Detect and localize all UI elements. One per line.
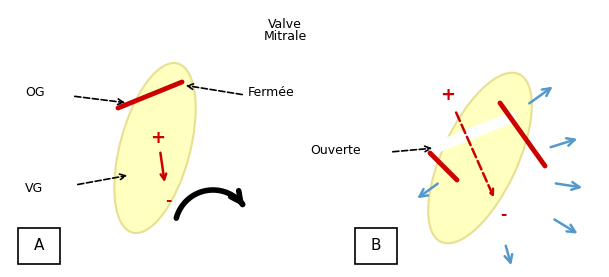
Text: +: +: [440, 86, 456, 104]
Text: Fermée: Fermée: [248, 86, 295, 99]
Text: OG: OG: [25, 86, 44, 99]
Text: +: +: [150, 129, 166, 147]
Ellipse shape: [428, 73, 532, 243]
FancyBboxPatch shape: [18, 228, 60, 264]
Ellipse shape: [114, 63, 195, 233]
Text: A: A: [34, 238, 44, 253]
Text: B: B: [371, 238, 381, 253]
Text: Ouverte: Ouverte: [310, 143, 361, 157]
Text: Valve: Valve: [268, 18, 302, 31]
Text: Mitrale: Mitrale: [263, 30, 306, 43]
Text: -: -: [165, 193, 171, 207]
Text: -: -: [500, 207, 506, 222]
Text: VG: VG: [25, 181, 43, 194]
FancyBboxPatch shape: [355, 228, 397, 264]
